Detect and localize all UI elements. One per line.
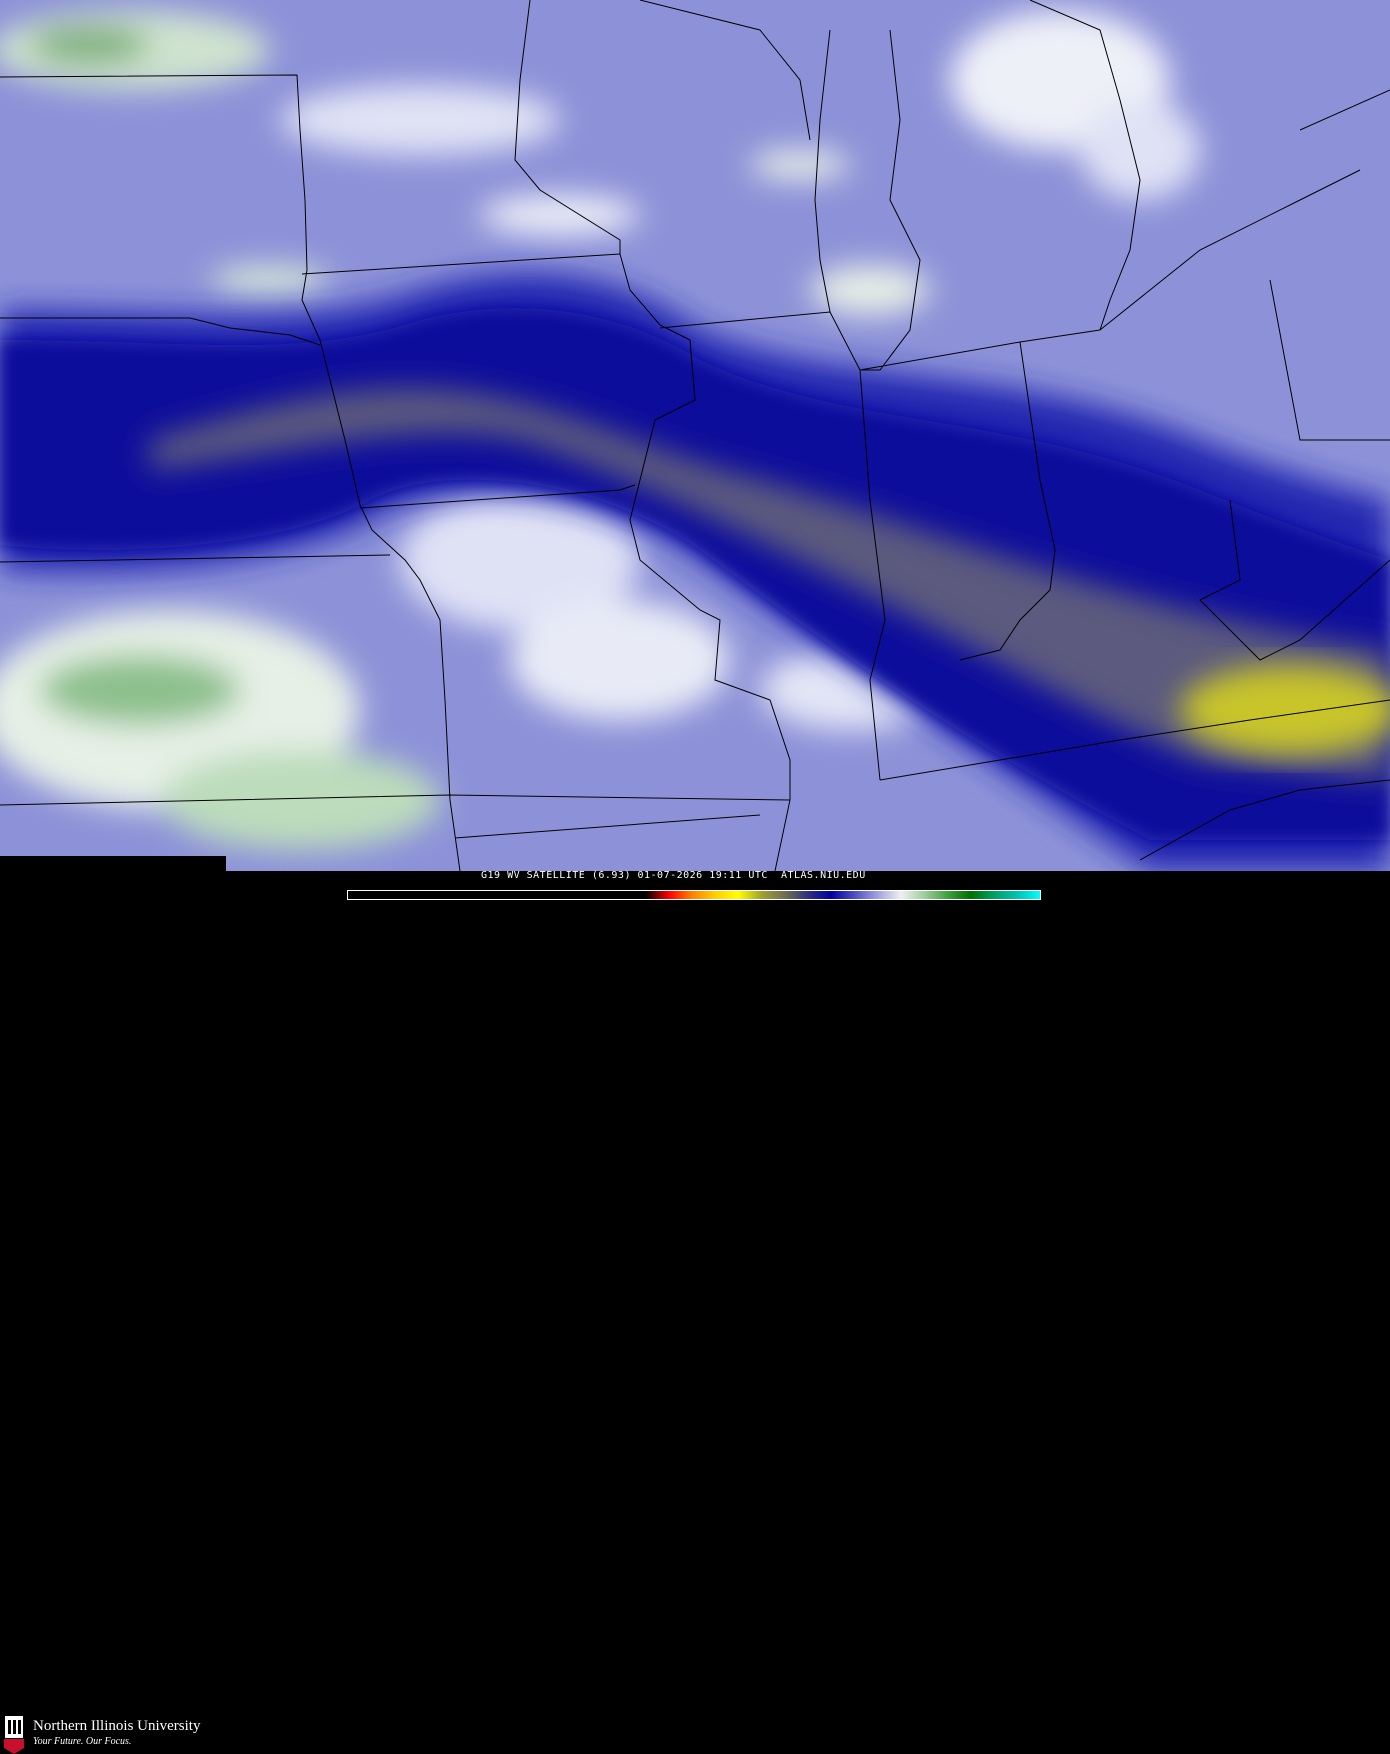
university-name: Northern Illinois University	[33, 1718, 201, 1734]
niu-logo: Northern Illinois University Your Future…	[0, 856, 226, 1754]
color-scale-bar	[347, 890, 1041, 900]
state-borders	[0, 0, 1390, 871]
satellite-map	[0, 0, 1390, 871]
moist-clouds	[0, 10, 1200, 850]
dry-band	[0, 273, 1390, 871]
niu-seal-icon	[4, 1716, 24, 1754]
image-caption: G19 WV SATELLITE (6.93) 01-07-2026 19:11…	[481, 870, 866, 881]
university-tagline: Your Future. Our Focus.	[33, 1736, 132, 1747]
